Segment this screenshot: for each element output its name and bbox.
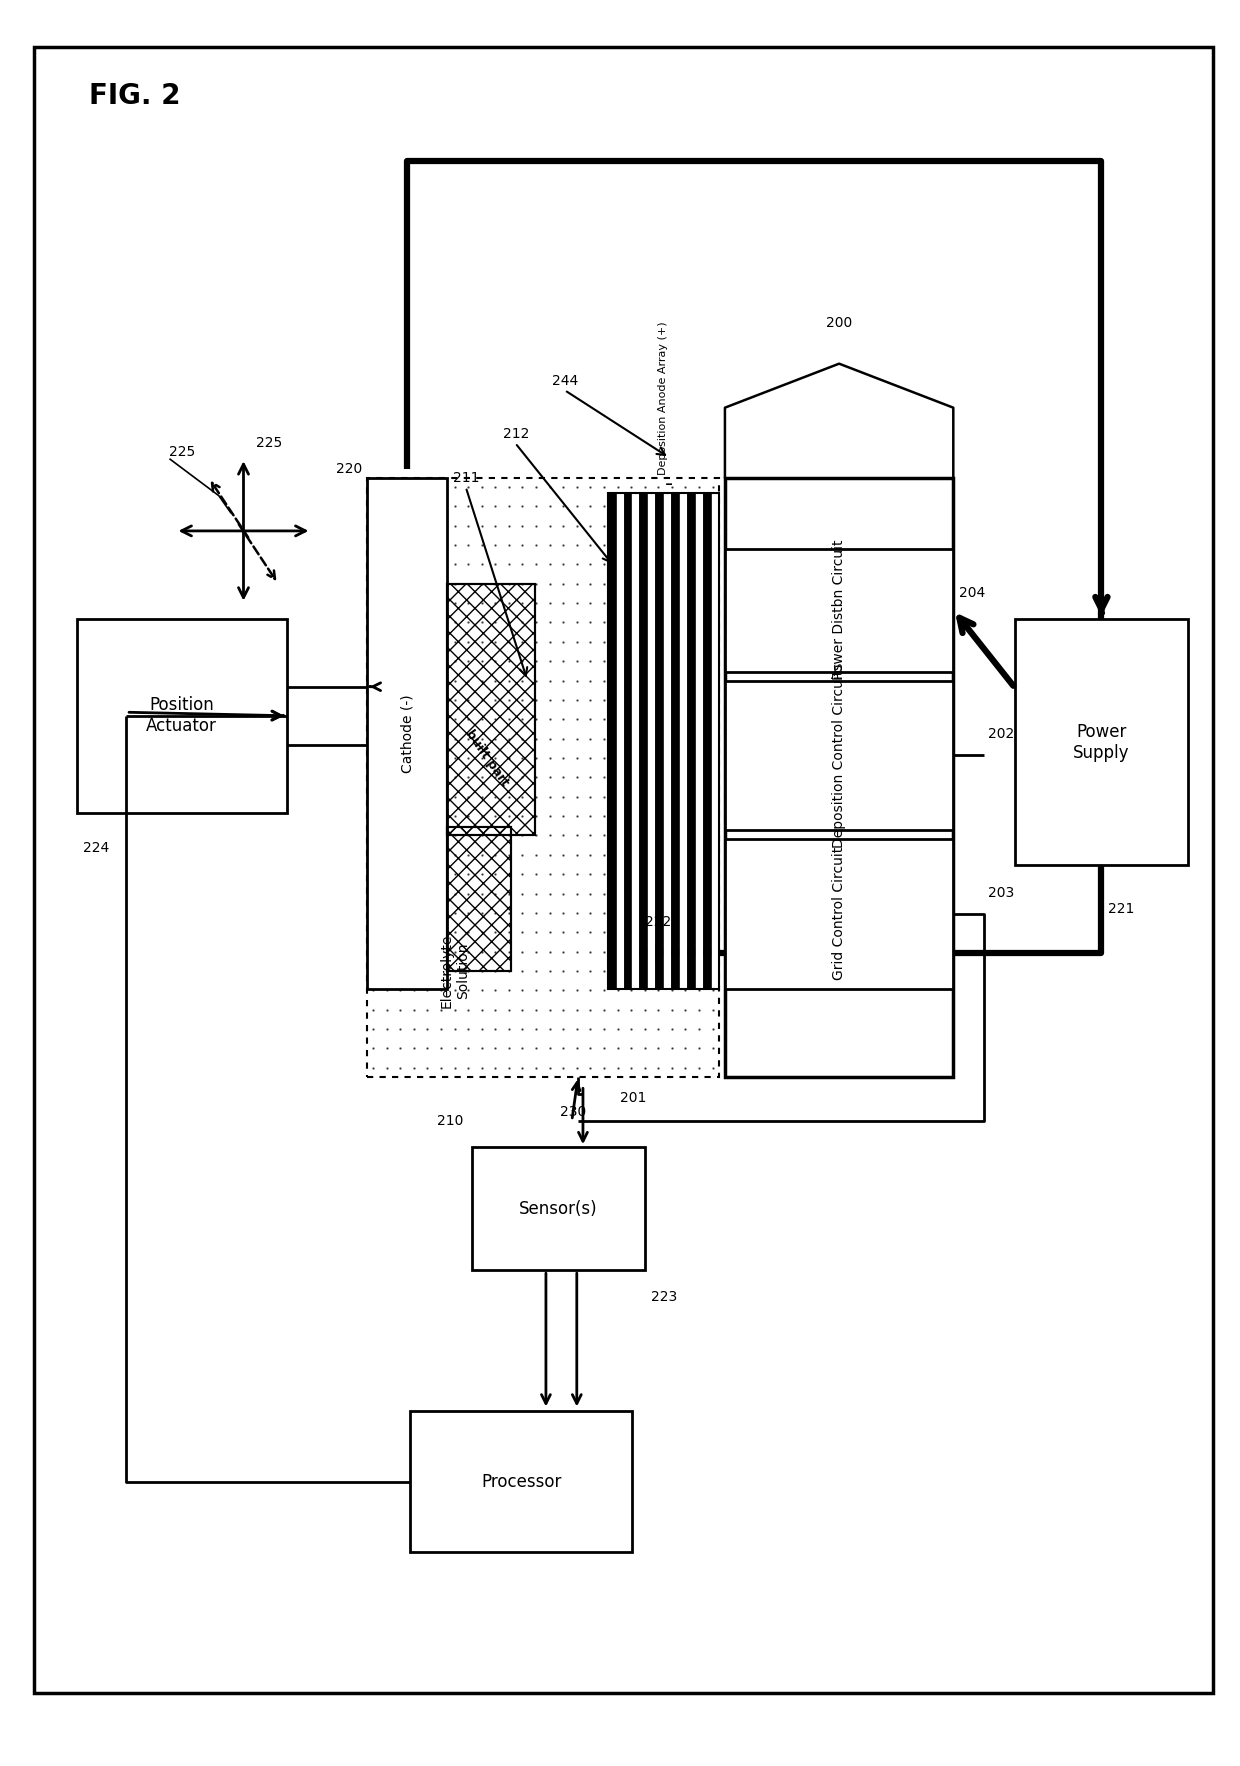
Bar — [725, 549, 954, 671]
Text: 204: 204 — [960, 586, 986, 599]
Bar — [687, 493, 694, 989]
Bar — [615, 493, 624, 989]
Bar — [448, 585, 536, 835]
Bar — [1016, 618, 1188, 865]
Text: 222: 222 — [645, 915, 671, 929]
Bar — [367, 479, 719, 1077]
Text: 225: 225 — [255, 436, 281, 450]
Text: 225: 225 — [170, 445, 196, 459]
Text: Processor: Processor — [481, 1473, 562, 1491]
Text: 221: 221 — [1107, 902, 1135, 917]
Bar — [608, 493, 719, 989]
Bar — [608, 493, 615, 989]
Bar — [448, 826, 511, 971]
Text: 223: 223 — [651, 1289, 677, 1303]
Bar — [647, 493, 655, 989]
Text: 212: 212 — [502, 427, 529, 442]
Text: Power Distbn Circuit: Power Distbn Circuit — [832, 540, 846, 680]
Text: 220: 220 — [336, 463, 362, 477]
Text: -: - — [666, 473, 673, 494]
Text: 224: 224 — [83, 841, 109, 855]
Text: 211: 211 — [454, 472, 480, 486]
Bar — [725, 839, 954, 989]
Text: 244: 244 — [552, 374, 578, 389]
Text: Deposition Control Circuits: Deposition Control Circuits — [832, 662, 846, 848]
Text: Sensor(s): Sensor(s) — [520, 1199, 598, 1219]
Text: Position
Actuator: Position Actuator — [146, 696, 217, 735]
Text: 201: 201 — [620, 1091, 646, 1106]
Bar — [640, 493, 647, 989]
Bar — [694, 493, 703, 989]
Bar — [680, 493, 687, 989]
Bar — [663, 493, 671, 989]
Bar — [448, 826, 511, 971]
Text: Power
Supply: Power Supply — [1073, 722, 1130, 761]
Bar — [711, 493, 719, 989]
Text: 203: 203 — [988, 887, 1014, 899]
Bar — [472, 1148, 645, 1270]
Text: FIG. 2: FIG. 2 — [89, 81, 181, 109]
Bar — [703, 493, 711, 989]
Text: Deposition Anode Array (+): Deposition Anode Array (+) — [658, 321, 668, 475]
Bar — [725, 479, 954, 1077]
Bar — [725, 680, 954, 830]
Text: Grid Control Circuit: Grid Control Circuit — [832, 848, 846, 980]
Text: 210: 210 — [438, 1114, 464, 1128]
Bar — [671, 493, 680, 989]
Text: 202: 202 — [988, 728, 1014, 742]
Bar — [624, 493, 631, 989]
Bar — [77, 618, 286, 812]
Text: Electrolyte
Solution: Electrolyte Solution — [440, 934, 470, 1008]
Bar — [655, 493, 663, 989]
Text: built part: built part — [464, 728, 511, 789]
Text: 230: 230 — [560, 1106, 587, 1120]
Bar — [367, 479, 448, 989]
Bar — [631, 493, 640, 989]
Bar — [448, 585, 536, 835]
Text: Cathode (-): Cathode (-) — [401, 694, 414, 774]
Text: 200: 200 — [826, 316, 852, 330]
Bar — [410, 1411, 632, 1552]
